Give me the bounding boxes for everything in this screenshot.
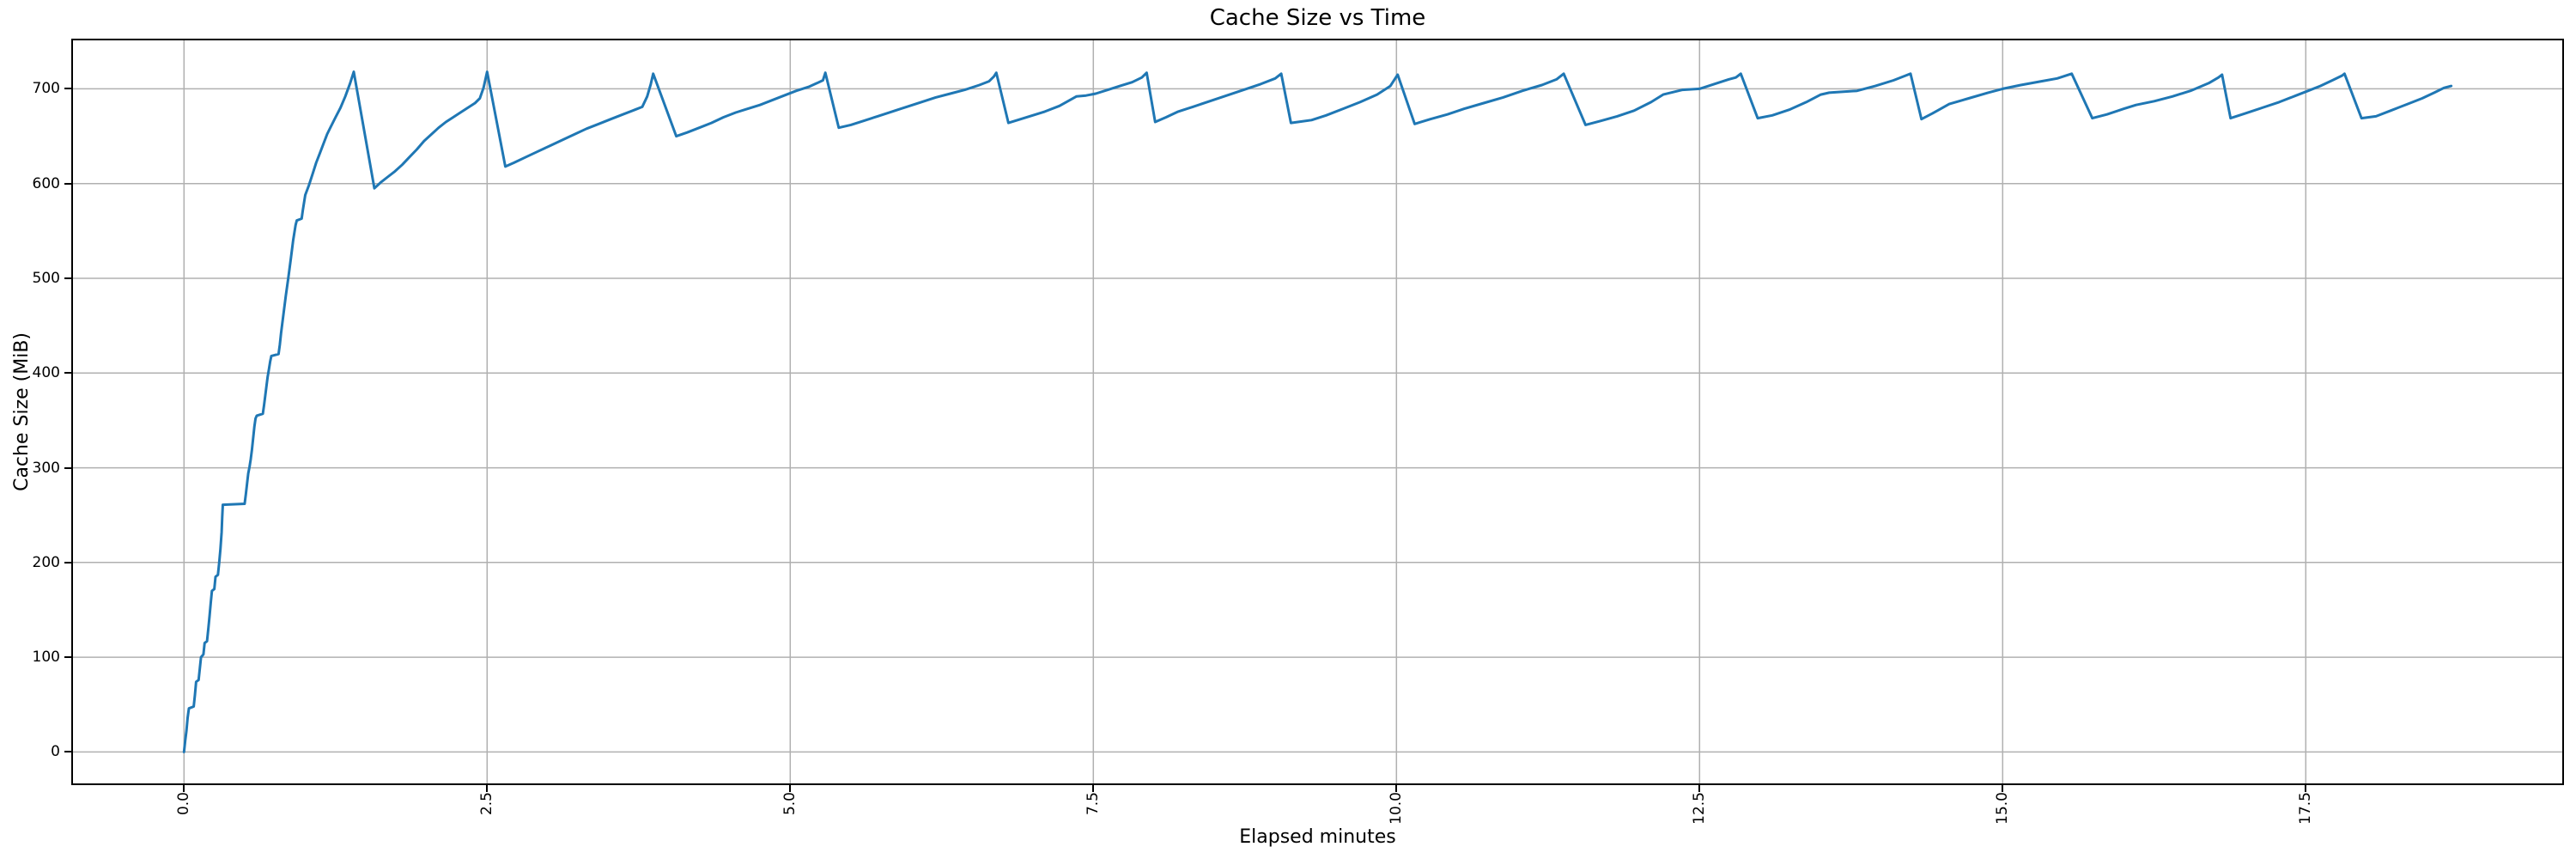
y-tick-label: 700 bbox=[32, 80, 60, 97]
x-tick-label: 7.5 bbox=[1084, 792, 1102, 816]
y-tick-label: 200 bbox=[32, 554, 60, 571]
axes-spines bbox=[71, 39, 2564, 785]
x-tick-label: 15.0 bbox=[1994, 792, 2011, 825]
y-tick-label: 500 bbox=[32, 270, 60, 287]
plot-area bbox=[71, 39, 2564, 785]
x-tick-mark bbox=[2305, 785, 2306, 792]
chart-title: Cache Size vs Time bbox=[1209, 5, 1426, 31]
x-tick-label: 2.5 bbox=[478, 792, 495, 816]
x-tick-mark bbox=[1092, 785, 1094, 792]
x-tick-label: 10.0 bbox=[1388, 792, 1405, 825]
y-tick-mark bbox=[64, 88, 71, 89]
y-tick-mark bbox=[64, 656, 71, 658]
y-tick-label: 400 bbox=[32, 364, 60, 381]
x-tick-mark bbox=[789, 785, 791, 792]
y-tick-label: 600 bbox=[32, 175, 60, 192]
y-tick-label: 0 bbox=[51, 743, 60, 760]
y-tick-mark bbox=[64, 277, 71, 279]
x-tick-mark bbox=[1698, 785, 1700, 792]
y-tick-mark bbox=[64, 372, 71, 374]
y-tick-mark bbox=[64, 751, 71, 752]
data-line bbox=[182, 70, 2453, 753]
y-tick-mark bbox=[64, 562, 71, 564]
y-tick-label: 100 bbox=[32, 649, 60, 666]
x-tick-label: 17.5 bbox=[2297, 792, 2314, 825]
x-tick-mark bbox=[2002, 785, 2003, 792]
x-tick-mark bbox=[183, 785, 185, 792]
x-tick-label: 5.0 bbox=[781, 792, 799, 816]
x-tick-label: 0.0 bbox=[175, 792, 192, 816]
x-tick-mark bbox=[486, 785, 488, 792]
y-tick-label: 300 bbox=[32, 460, 60, 477]
x-tick-mark bbox=[1395, 785, 1397, 792]
y-tick-mark bbox=[64, 183, 71, 185]
x-axis-label: Elapsed minutes bbox=[1239, 826, 1396, 848]
x-tick-label: 12.5 bbox=[1691, 792, 1708, 825]
y-tick-mark bbox=[64, 467, 71, 469]
